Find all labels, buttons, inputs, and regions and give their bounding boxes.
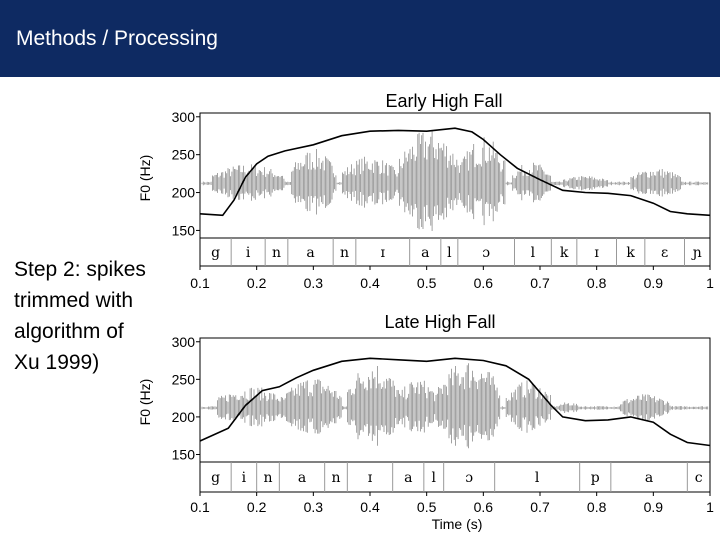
x-tick-label: 0.8 bbox=[587, 499, 607, 515]
y-tick-label: 150 bbox=[172, 222, 196, 238]
segment-label: l bbox=[535, 470, 540, 486]
step-description: Step 2: spikes trimmed with algorithm of… bbox=[14, 254, 174, 378]
segment-label: n bbox=[272, 245, 281, 261]
segment-label: i bbox=[242, 470, 247, 486]
chart-title: Early High Fall bbox=[385, 91, 502, 111]
plot-frame bbox=[199, 337, 711, 492]
step-description-line: trimmed with bbox=[14, 289, 134, 312]
segment-label: k bbox=[626, 245, 635, 261]
y-tick-label: 250 bbox=[172, 371, 196, 387]
x-tick-label: 0.1 bbox=[190, 499, 210, 515]
segment-label: l bbox=[432, 470, 437, 486]
segment-label: c bbox=[695, 470, 703, 486]
step-description-line: Xu 1999) bbox=[14, 351, 100, 374]
segment-label: n bbox=[331, 470, 340, 486]
segment-label: ɪ bbox=[594, 245, 599, 261]
pitch-track-line bbox=[199, 127, 711, 217]
x-tick-label: 0.8 bbox=[587, 275, 607, 291]
x-tick-label: 0.3 bbox=[304, 275, 324, 291]
x-tick-label: 0.9 bbox=[644, 275, 664, 291]
plot-frame bbox=[199, 112, 711, 266]
step-description-line: algorithm of bbox=[14, 320, 124, 343]
x-tick-label: 1 bbox=[706, 275, 714, 291]
y-axis-label: F0 (Hz) bbox=[137, 155, 153, 202]
segment-label: n bbox=[263, 470, 272, 486]
y-tick-label: 150 bbox=[172, 446, 196, 462]
waveform bbox=[201, 130, 709, 231]
x-tick-label: 0.6 bbox=[474, 275, 494, 291]
chart-title: Late High Fall bbox=[384, 312, 495, 332]
x-tick-label: 0.5 bbox=[417, 499, 437, 515]
waveform-trace bbox=[201, 363, 709, 449]
x-tick-label: 0.9 bbox=[644, 499, 664, 515]
x-tick-label: 0.4 bbox=[360, 499, 380, 515]
step-description-line: Step 2: spikes bbox=[14, 258, 146, 281]
slide-title: Methods / Processing bbox=[16, 27, 218, 50]
x-tick-label: 0.2 bbox=[247, 275, 267, 291]
x-tick-label: 0.2 bbox=[247, 499, 267, 515]
x-tick-label: 1 bbox=[706, 499, 714, 515]
segment-label: i bbox=[246, 245, 251, 261]
pitch-chart: Early High Fall g i n a n ɪ a l ɔ l k ɪ k ɛ ɲ 300 250 200 1… bbox=[137, 91, 714, 291]
y-axis-label: F0 (Hz) bbox=[137, 379, 153, 426]
segment-label: a bbox=[306, 245, 314, 261]
pitch-track-line bbox=[199, 357, 711, 447]
x-tick-label: 0.1 bbox=[190, 275, 210, 291]
segment-label: ɲ bbox=[691, 245, 702, 261]
segment-label: ɪ bbox=[368, 470, 373, 486]
waveform-trace bbox=[201, 130, 709, 231]
segment-label: l bbox=[447, 245, 452, 261]
segment-label: ɔ bbox=[465, 470, 473, 486]
x-axis-label: Time (s) bbox=[432, 516, 483, 532]
segment-label: a bbox=[404, 470, 412, 486]
segment-label: p bbox=[591, 470, 600, 486]
segment-label: ɔ bbox=[482, 245, 490, 261]
waveform bbox=[201, 363, 709, 449]
y-tick-label: 300 bbox=[172, 334, 196, 350]
y-tick-label: 200 bbox=[172, 185, 196, 201]
x-tick-label: 0.6 bbox=[474, 499, 494, 515]
segment-label: a bbox=[645, 470, 653, 486]
x-tick-label: 0.7 bbox=[530, 499, 550, 515]
segment-label: ɛ bbox=[661, 245, 668, 261]
header-bar: Methods / Processing bbox=[0, 0, 720, 77]
segment-label: ɪ bbox=[381, 245, 386, 261]
segment-label: g bbox=[211, 470, 220, 486]
segment-label: a bbox=[421, 245, 429, 261]
segment-label: k bbox=[560, 245, 569, 261]
segment-label: l bbox=[531, 245, 536, 261]
segment-label: a bbox=[298, 470, 306, 486]
y-tick-label: 250 bbox=[172, 147, 196, 163]
x-tick-label: 0.5 bbox=[417, 275, 437, 291]
y-tick-label: 200 bbox=[172, 409, 196, 425]
x-tick-label: 0.7 bbox=[530, 275, 550, 291]
x-tick-label: 0.4 bbox=[360, 275, 380, 291]
x-tick-label: 0.3 bbox=[304, 499, 324, 515]
segment-label: g bbox=[211, 245, 220, 261]
segment-label: n bbox=[340, 245, 349, 261]
y-tick-label: 300 bbox=[172, 109, 196, 125]
